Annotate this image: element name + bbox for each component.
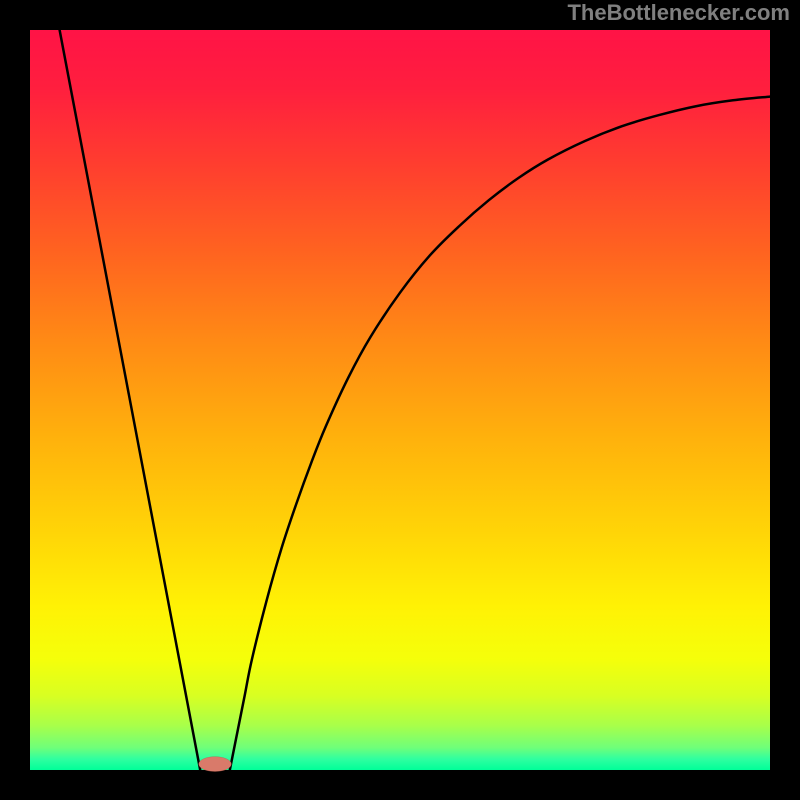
chart-container: TheBottlenecker.com (0, 0, 800, 800)
watermark-text: TheBottlenecker.com (567, 0, 790, 26)
bottleneck-chart (0, 0, 800, 800)
